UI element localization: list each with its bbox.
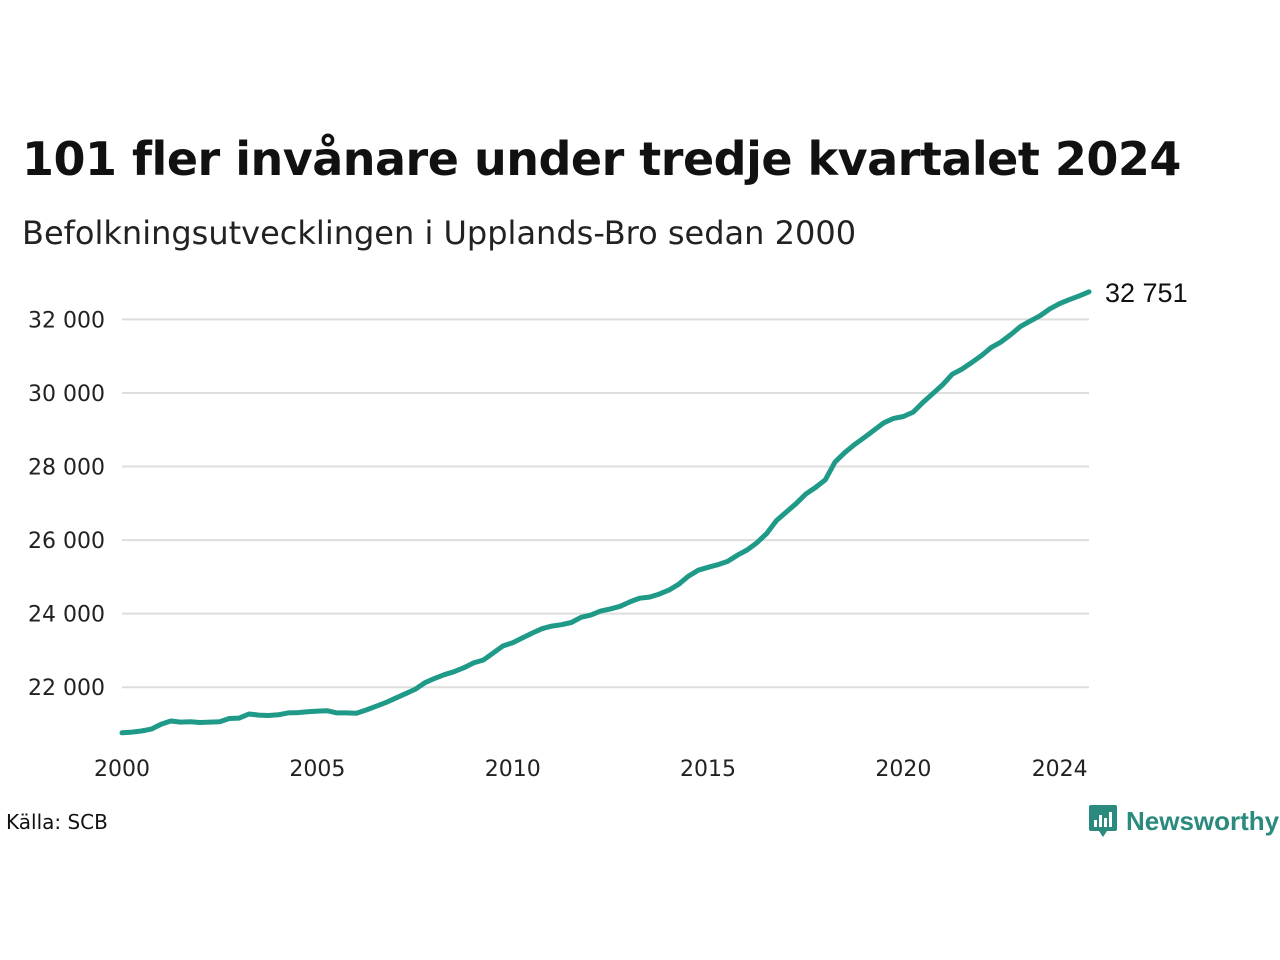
x-tick-label: 2005 [289,757,345,782]
x-tick-label: 2010 [485,757,541,782]
y-tick-label: 28 000 [28,456,105,481]
population-series-line [119,289,1092,736]
y-axis-tick-labels: 22 000 24 000 26 000 28 000 30 000 32 000 [28,308,105,701]
grid-lines [122,318,1089,689]
brand-logo: Newsworthy [1088,803,1279,839]
chart-title: 101 fler invånare under tredje kvartalet… [22,132,1181,186]
x-axis-tick-labels: 2000 2005 2010 2015 2020 2024 [94,757,1088,782]
population-line-chart: 22 000 24 000 26 000 28 000 30 000 32 000 200… [28,278,1188,782]
x-tick-label: 2015 [680,757,736,782]
source-note: Källa: SCB [6,810,108,834]
y-tick-label: 24 000 [28,603,105,628]
series-layer [119,289,1092,736]
chart-subtitle: Befolkningsutvecklingen i Upplands-Bro s… [22,214,857,252]
newsworthy-logo-icon [1089,805,1117,837]
y-tick-label: 22 000 [28,676,105,701]
x-tick-label: 2000 [94,757,150,782]
y-tick-label: 30 000 [28,382,105,407]
x-tick-label: 2020 [875,757,931,782]
y-tick-label: 26 000 [28,529,105,554]
brand-name: Newsworthy [1126,805,1280,836]
x-tick-label: 2024 [1032,757,1088,782]
end-value-label: 32 751 [1105,278,1188,308]
y-tick-label: 32 000 [28,308,105,333]
